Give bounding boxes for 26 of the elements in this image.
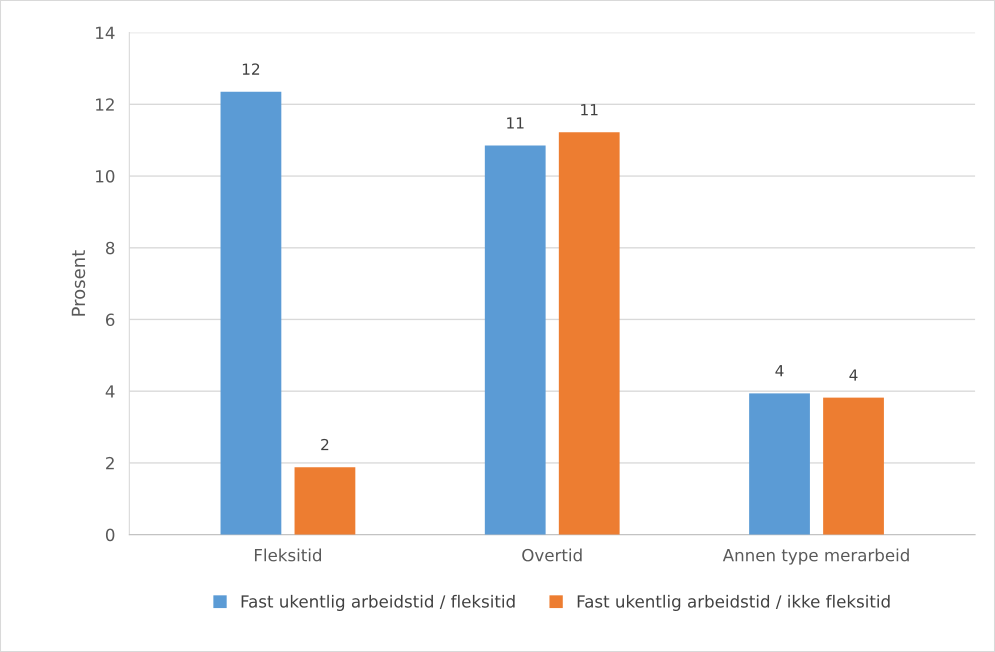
legend-label: Fast ukentlig arbeidstid / ikke fleksitid [578,594,890,611]
data-label: 2 [321,438,328,450]
bar [558,132,620,535]
y-axis-title: Prosent [72,250,86,316]
y-tick-label: 14 [96,26,115,39]
y-tick-label: 6 [106,313,114,326]
data-label: 11 [581,104,598,116]
data-label: 12 [242,63,260,75]
y-tick-label: 2 [106,456,114,470]
legend-label: Fast ukentlig arbeidstid / fleksitid [242,594,515,611]
data-label: 4 [775,365,784,376]
x-tick-label: Fleksitid [254,548,322,562]
bar [220,92,282,535]
bar [749,393,810,535]
bar [294,467,356,535]
y-tick-label: 8 [106,242,114,254]
data-label: 11 [507,117,524,128]
y-tick-label: 4 [106,385,115,398]
data-label: 4 [849,369,858,381]
x-tick-label: Overtid [522,548,582,562]
y-tick-label: 0 [106,528,114,542]
y-tick-label: 12 [96,98,114,111]
bar [823,398,884,535]
bar [484,146,546,535]
y-tick-label: 10 [96,170,114,183]
x-tick-label: Annen type merarbeid [722,548,909,565]
